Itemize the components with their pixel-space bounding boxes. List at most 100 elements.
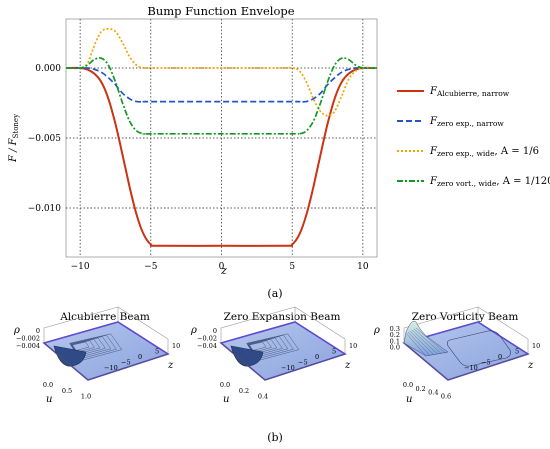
u-tick-label: 0.2 [239,387,249,395]
surface-plot-title: Zero Expansion Beam [224,311,341,323]
z-tick-label: 10 [532,342,540,350]
chart-title: Bump Function Envelope [147,4,294,18]
contour-line [409,330,435,356]
z-tick-label: 0 [138,353,142,361]
surface-dip [53,345,87,367]
rho-tick-label: 0 [36,327,40,335]
box-edge [403,306,479,343]
z-axis-label: z [167,360,174,371]
box-edge [477,306,529,354]
contour-line [405,332,427,357]
rho-tick-label: −0.004 [16,342,40,350]
surface-plot-title: Alcubierre Beam [59,311,150,323]
z-tick-label: 10 [349,342,357,350]
contour-line [411,329,439,355]
series-lines [65,27,378,247]
contour-line [72,341,90,351]
rho-axis-label: ρ [13,325,20,336]
box-edge [117,306,169,354]
z-tick-label: −5 [298,359,308,367]
y-axis-label: F / FStoney [8,114,20,163]
rho-axis-label: ρ [373,325,380,336]
contour-line [407,331,431,356]
rho-tick-label: −0.002 [16,335,40,343]
box-edge [87,353,169,381]
legend-entry: Fzero exp., narrow [429,116,504,128]
rho-tick-label: 0.1 [390,337,400,345]
box-edge [447,353,529,381]
legend-entry: Fzero exp., wide, A = 1/6 [429,146,539,158]
u-tick-label: 0.4 [258,393,268,401]
bump-envelope-chart: Bump Function Envelope −10 −5 0 5 10 0.000 −0.… [8,4,550,300]
u-tick-label: 0.4 [428,389,438,397]
u-tick-label: 0.2 [415,385,425,393]
box-edge [403,342,449,381]
box-edge [264,353,346,381]
z-tick-label: 10 [172,342,180,350]
box-edge [220,342,266,381]
x-tick-label: 10 [357,262,369,272]
x-tick-label: 0 [219,262,225,272]
rho-tick-label: 0.3 [390,325,400,333]
rho-tick-label: 0 [213,327,217,335]
rho-tick-label: −0.04 [197,342,217,350]
y-tick-label: −0.010 [28,204,62,214]
box-edge [43,306,119,343]
z-tick-label: 5 [515,348,519,356]
z-tick-label: −10 [104,364,118,372]
u-tick-label: 0.0 [43,381,53,389]
z-axis-label: z [344,360,351,371]
u-axis-label: u [223,394,229,405]
rho-axis-label: ρ [190,325,197,336]
series-line [65,66,378,247]
contour-line [249,341,267,351]
surface-plot-title: Zero Vorticity Beam [412,311,519,323]
surface-dip [230,345,264,367]
z-tick-label: 0 [315,353,319,361]
u-axis-label: u [406,394,412,405]
series-line [65,27,378,117]
u-tick-label: 0.0 [403,381,413,389]
series-line [65,57,378,135]
caption-b: (b) [267,431,283,444]
box-edge [294,306,346,354]
grid-lines [66,19,377,257]
z-tick-label: 0 [498,353,502,361]
z-tick-label: −5 [481,359,491,367]
z-tick-label: −5 [121,359,131,367]
rho-tick-label: −0.02 [197,335,217,343]
x-axis-label: z [220,264,227,277]
u-tick-label: 0.6 [441,393,451,401]
x-tick-label: −5 [144,262,158,272]
z-tick-label: 5 [332,348,336,356]
contour-line [413,328,443,355]
contour-line [415,327,447,354]
z-tick-label: 5 [155,348,159,356]
legend-entry: FAlcubierre, narrow [429,86,510,98]
y-tick-label: 0.000 [35,64,61,74]
legend: FAlcubierre, narrow Fzero exp., narrow Fze… [397,86,550,188]
u-tick-label: 0.0 [220,381,230,389]
u-tick-label: 1.0 [81,393,91,401]
box-edge [220,306,296,343]
u-tick-label: 0.5 [62,387,72,395]
tick-labels: −10 −5 0 5 10 0.000 −0.005 −0.010 [28,64,369,272]
rho-tick-label: 0.2 [390,331,400,339]
z-tick-label: −10 [464,364,478,372]
contour-loop [447,330,511,367]
rho-tick-label: 0.0 [390,344,400,352]
x-tick-label: 5 [289,262,295,272]
x-tick-label: −10 [71,262,90,272]
caption-a: (a) [267,287,282,300]
legend-entry: Fzero vort., wide, A = 1/120 [429,176,550,188]
z-axis-label: z [527,360,534,371]
u-axis-label: u [46,394,52,405]
z-tick-label: −10 [281,364,295,372]
box-edge [43,342,89,381]
y-tick-label: −0.005 [28,134,62,144]
